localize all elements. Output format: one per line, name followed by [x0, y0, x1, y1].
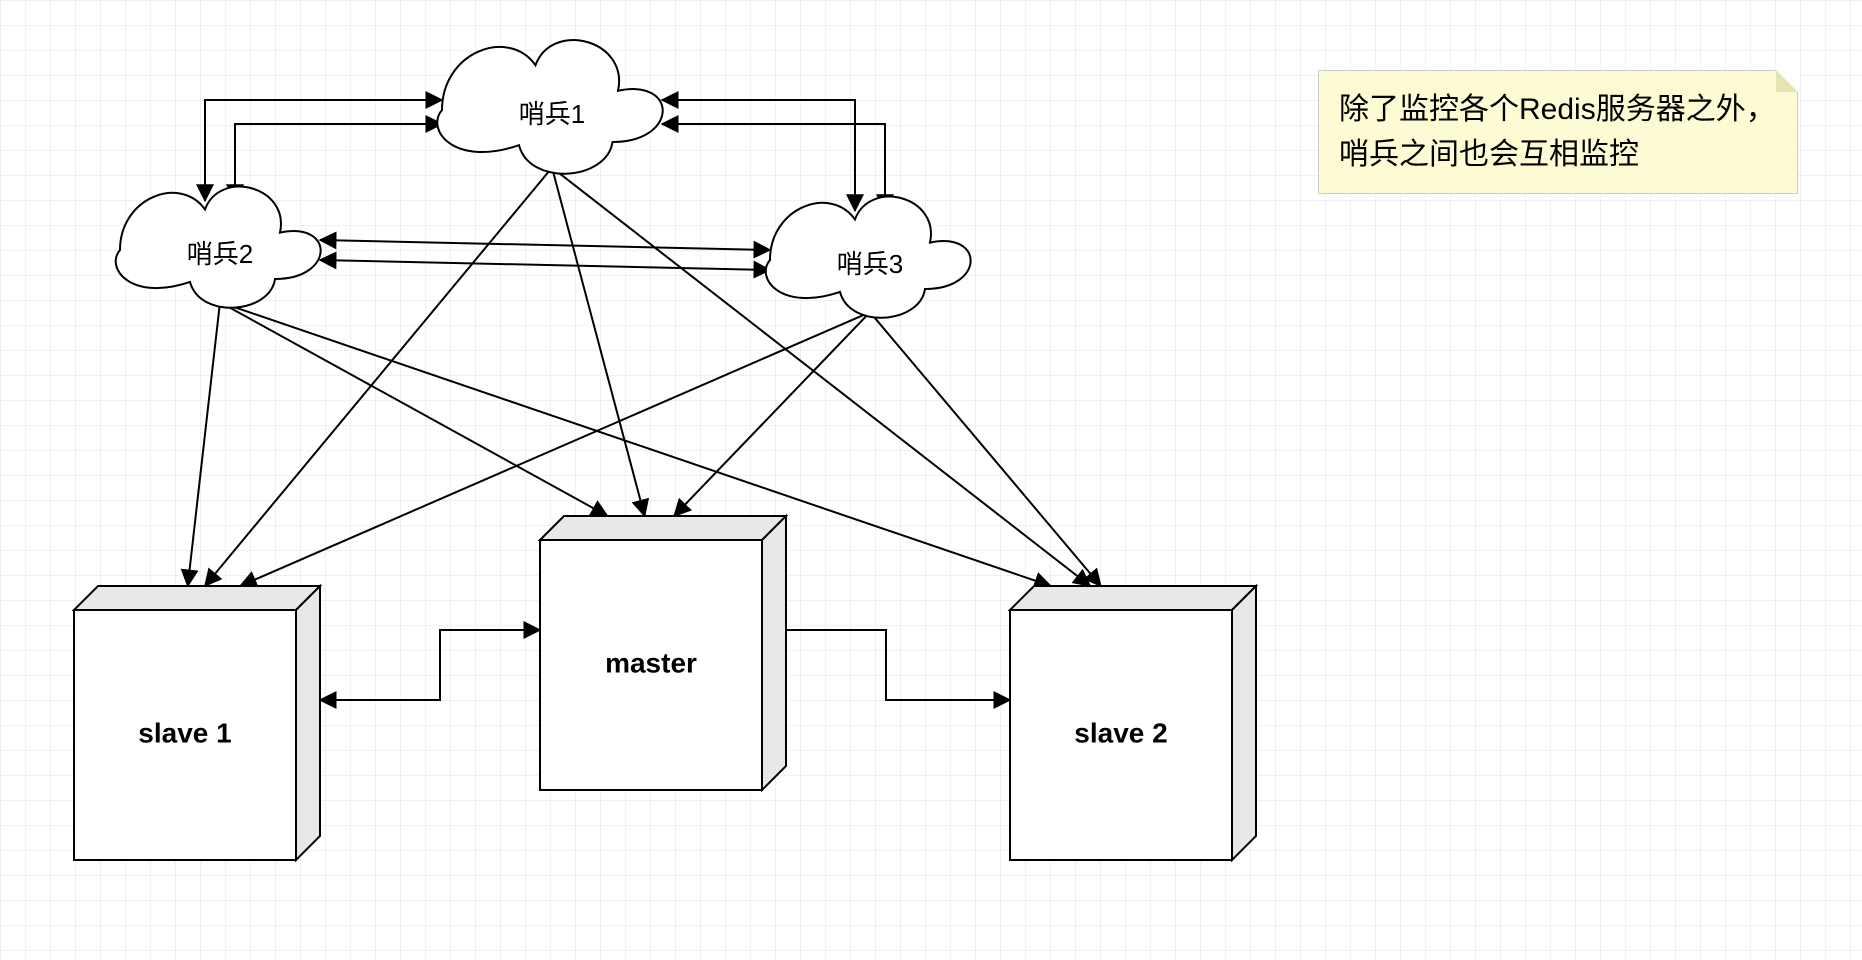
cloud-node-s3: 哨兵3 [766, 197, 971, 318]
cloud-label-s3: 哨兵3 [837, 249, 903, 279]
cloud-node-s2: 哨兵2 [116, 187, 321, 308]
nodes-layer: 哨兵1 哨兵2 哨兵3 master slave 1 slave 2 [74, 40, 1256, 860]
annotation-note: 除了监控各个Redis服务器之外，哨兵之间也会互相监控 [1318, 70, 1798, 194]
edge [674, 312, 870, 516]
edge [188, 302, 220, 586]
cloud-label-s1: 哨兵1 [519, 99, 585, 129]
edge [870, 312, 1101, 586]
note-text: 除了监控各个Redis服务器之外，哨兵之间也会互相监控 [1339, 93, 1776, 171]
edge [786, 630, 1010, 700]
edge [552, 168, 645, 516]
edge [320, 630, 540, 700]
box-label-sl2: slave 2 [1074, 717, 1167, 748]
box-node-sl2: slave 2 [1010, 586, 1256, 860]
box-node-sl1: slave 1 [74, 586, 320, 860]
box-node-m: master [540, 516, 786, 790]
edge [662, 100, 855, 211]
cloud-node-s1: 哨兵1 [437, 40, 662, 174]
edge [235, 124, 442, 201]
box-label-sl1: slave 1 [138, 717, 231, 748]
note-fold-corner [1776, 70, 1798, 92]
edge [320, 260, 770, 270]
edge [662, 124, 885, 211]
cloud-label-s2: 哨兵2 [187, 239, 253, 269]
edge [320, 240, 770, 250]
box-label-m: master [605, 647, 697, 678]
